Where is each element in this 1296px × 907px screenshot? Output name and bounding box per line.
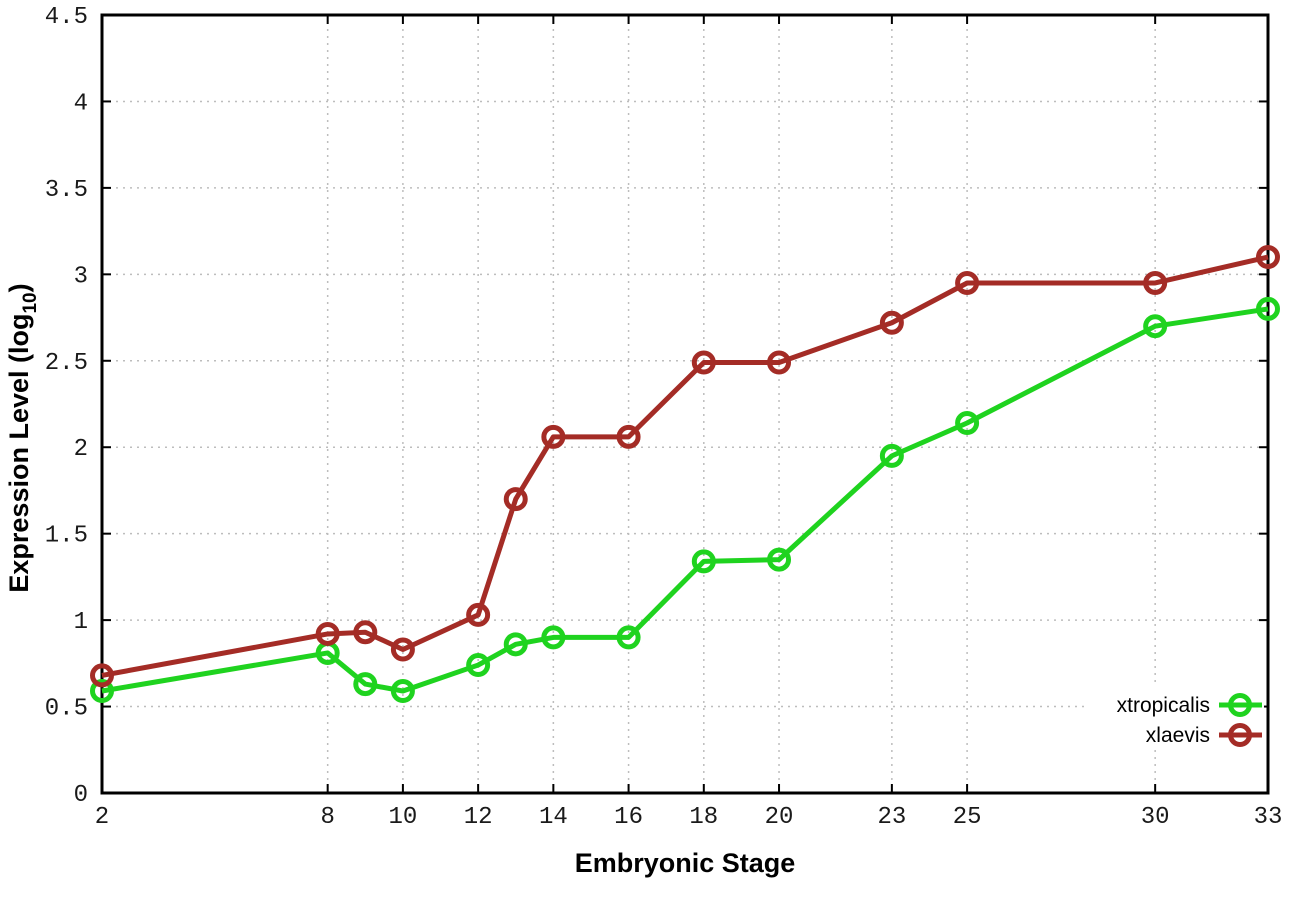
series-line-xtropicalis [101,306,1269,694]
data-point-xlaevis-25 [955,270,980,295]
plot-area: 2 8 10 12 14 16 18 20 23 25 30 33 0 0.5 1 1.5 2 2.5 3 3.5 4 4… [45,4,1283,831]
x-tick-label-10: 10 [388,804,417,831]
series-line-xlaevis [101,254,1269,678]
data-point-xlaevis-18 [691,350,716,375]
data-point-xtropicalis-13 [503,632,528,657]
data-point-xlaevis-2 [90,663,114,688]
y-tick-label-4: 4 [74,90,88,117]
y-tick-label-1.5: 1.5 [45,523,88,550]
data-point-xlaevis-30 [1143,270,1168,295]
y-tick-label-3.5: 3.5 [45,177,88,204]
x-tick-label-12: 12 [464,804,493,831]
x-tick-label-20: 20 [765,804,794,831]
legend-marker-xtropicalis [1228,693,1252,717]
y-tick-label-3: 3 [74,263,88,290]
data-point-xlaevis-10 [390,637,415,662]
legend-label-xtropicalis: xtropicalis [1117,694,1210,717]
x-tick-label-25: 25 [953,804,982,831]
x-tick-label-33: 33 [1254,804,1283,831]
x-tick-label-16: 16 [614,804,643,831]
x-tick-label-2: 2 [95,804,109,831]
data-point-xtropicalis-14 [541,625,566,650]
data-point-xlaevis-14 [541,424,566,449]
legend-label-xlaevis: xlaevis [1146,724,1210,747]
data-point-xtropicalis-10 [390,678,415,703]
data-point-xlaevis-8 [315,621,340,646]
data-point-xtropicalis-30 [1143,314,1168,339]
y-tick-label-0: 0 [74,782,88,809]
y-axis-title: Expression Level (log10) [4,283,41,592]
data-point-xtropicalis-20 [767,547,792,572]
data-point-xtropicalis-2 [90,678,114,703]
y-axis-title-close: ) [4,283,34,292]
data-point-xtropicalis-9 [353,672,378,697]
legend-marker-xlaevis [1228,723,1252,747]
y-tick-label-4.5: 4.5 [45,4,88,31]
x-tick-label-23: 23 [877,804,906,831]
data-point-xlaevis-13 [503,487,528,512]
y-tick-label-2: 2 [74,436,88,463]
y-tick-label-2.5: 2.5 [45,350,88,377]
x-axis-title: Embryonic Stage [575,848,796,878]
data-point-xtropicalis-33 [1256,296,1280,321]
x-tick-label-8: 8 [320,804,334,831]
plot-border [100,13,1270,795]
x-tick-label-30: 30 [1141,804,1170,831]
data-point-xtropicalis-12 [466,653,491,678]
y-tick-label-0.5: 0.5 [45,696,88,723]
y-axis-title-main: Expression Level (log [4,314,34,593]
data-point-xlaevis-33 [1256,245,1280,270]
data-point-xtropicalis-18 [691,549,716,574]
y-tick-label-1: 1 [74,609,88,636]
x-tick-label-18: 18 [689,804,718,831]
x-tick-label-14: 14 [539,804,568,831]
data-point-xlaevis-23 [879,310,904,335]
data-point-xlaevis-9 [353,620,378,645]
data-point-xtropicalis-25 [955,411,980,436]
data-point-xtropicalis-16 [616,625,641,650]
data-point-xlaevis-12 [466,602,491,627]
data-point-xtropicalis-23 [879,443,904,468]
data-point-xlaevis-16 [616,424,641,449]
data-point-xlaevis-20 [767,350,792,375]
y-axis-title-subscript: 10 [20,292,41,313]
